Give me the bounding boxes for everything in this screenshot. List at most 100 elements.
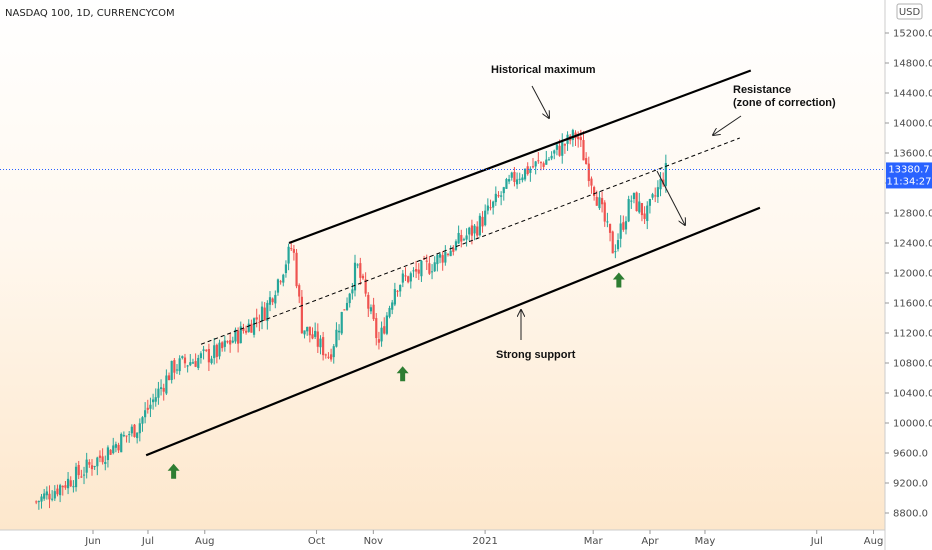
candle-body bbox=[343, 309, 346, 311]
support-arrows bbox=[167, 272, 625, 479]
candle-body bbox=[648, 198, 652, 206]
x-tick-label: Apr bbox=[641, 536, 659, 547]
candle-body bbox=[45, 491, 48, 496]
candle-body bbox=[282, 274, 285, 283]
candle-body bbox=[587, 163, 590, 182]
x-tick-label: Jun bbox=[84, 536, 101, 547]
candle-body bbox=[199, 353, 203, 359]
candle-body bbox=[77, 464, 80, 476]
candle-body bbox=[72, 486, 75, 488]
candle-body bbox=[348, 293, 351, 304]
candle-body bbox=[380, 327, 383, 342]
candle-body bbox=[502, 187, 505, 194]
candle-body bbox=[664, 163, 667, 186]
candle-body bbox=[643, 213, 646, 219]
candle-body bbox=[529, 168, 532, 173]
resistance-label-line1: Resistance bbox=[733, 84, 791, 96]
candle-body bbox=[595, 196, 598, 206]
candle-body bbox=[606, 221, 609, 223]
candle-body bbox=[189, 362, 192, 366]
candle-body bbox=[218, 342, 221, 357]
candle-body bbox=[608, 223, 612, 233]
candle-body bbox=[508, 179, 511, 182]
x-tick-label: Aug bbox=[195, 536, 215, 547]
candle-body bbox=[465, 235, 468, 240]
candle-body bbox=[215, 344, 218, 357]
candle-body bbox=[555, 144, 559, 150]
candle-body bbox=[250, 323, 253, 333]
candle-body bbox=[300, 296, 303, 334]
candle-body bbox=[51, 498, 54, 500]
candle-body bbox=[266, 302, 269, 322]
annotation-historical-maximum: Historical maximum bbox=[491, 64, 596, 118]
candle-body bbox=[359, 263, 362, 278]
candle-body bbox=[287, 246, 290, 264]
candle-body bbox=[622, 222, 625, 230]
candle-body bbox=[66, 478, 70, 489]
candle-body bbox=[593, 187, 596, 197]
candle-body bbox=[175, 369, 179, 371]
candle-body bbox=[181, 356, 184, 358]
candle-body bbox=[500, 195, 503, 197]
candle-body bbox=[515, 179, 519, 185]
candle-body bbox=[428, 263, 431, 274]
x-axis: Jun Jul Aug Oct Nov 2021 Mar Apr May Jul Aug bbox=[84, 530, 883, 547]
candle-body bbox=[159, 387, 163, 389]
candle-body bbox=[505, 179, 508, 189]
candle-body bbox=[122, 435, 125, 437]
candle-body bbox=[600, 198, 604, 205]
y-tick-label: 12800.0 bbox=[893, 209, 932, 220]
candle-body bbox=[396, 290, 399, 292]
candle-body bbox=[43, 493, 46, 499]
candle-body bbox=[130, 426, 133, 434]
y-tick-label: 13600.0 bbox=[893, 149, 932, 160]
candle-body bbox=[598, 197, 601, 209]
candle-body bbox=[274, 294, 277, 304]
candle-body bbox=[74, 466, 78, 488]
channel-midline bbox=[200, 137, 740, 345]
candle-body bbox=[611, 231, 614, 254]
candle-body bbox=[452, 248, 455, 252]
y-tick-label: 10000.0 bbox=[893, 419, 932, 430]
candle-body bbox=[106, 447, 110, 461]
candle-body bbox=[213, 345, 216, 359]
candle-body bbox=[231, 340, 234, 343]
y-tick-label: 15200.0 bbox=[893, 29, 932, 40]
annotation-resistance: Resistance (zone of correction) bbox=[713, 84, 836, 135]
candle-body bbox=[654, 195, 657, 197]
y-tick-label: 12400.0 bbox=[893, 239, 932, 250]
y-tick-label: 14000.0 bbox=[893, 119, 932, 130]
candle-body bbox=[151, 399, 155, 403]
x-tick-label: Jul bbox=[810, 536, 823, 547]
candle-body bbox=[247, 323, 250, 332]
candle-body bbox=[88, 462, 91, 465]
currency-badge-box bbox=[896, 3, 923, 20]
candle-body bbox=[104, 461, 107, 464]
candle-body bbox=[393, 289, 396, 305]
candle-body bbox=[154, 397, 157, 402]
candle-body bbox=[117, 444, 120, 451]
candle-body bbox=[444, 251, 447, 263]
candle-body bbox=[470, 225, 474, 236]
candle-body bbox=[93, 465, 96, 467]
currency-badge[interactable]: USD bbox=[896, 3, 923, 20]
candle-body bbox=[638, 201, 641, 213]
candle-body bbox=[449, 250, 452, 257]
historical-maximum-pointer bbox=[531, 85, 549, 118]
candle-body bbox=[486, 205, 489, 211]
candle-body bbox=[361, 275, 365, 279]
x-tick-label: May bbox=[695, 536, 716, 547]
candle-body bbox=[82, 474, 86, 476]
candle-body bbox=[207, 348, 210, 363]
candle-body bbox=[324, 354, 327, 356]
y-tick-label: 9600.0 bbox=[893, 449, 928, 460]
candle-body bbox=[292, 249, 296, 253]
candle-body bbox=[144, 410, 147, 418]
y-tick-label: 14800.0 bbox=[893, 59, 932, 70]
candle-body bbox=[513, 171, 516, 182]
candle-body bbox=[542, 163, 545, 167]
candle-body bbox=[260, 306, 264, 321]
candle-body bbox=[35, 501, 38, 503]
